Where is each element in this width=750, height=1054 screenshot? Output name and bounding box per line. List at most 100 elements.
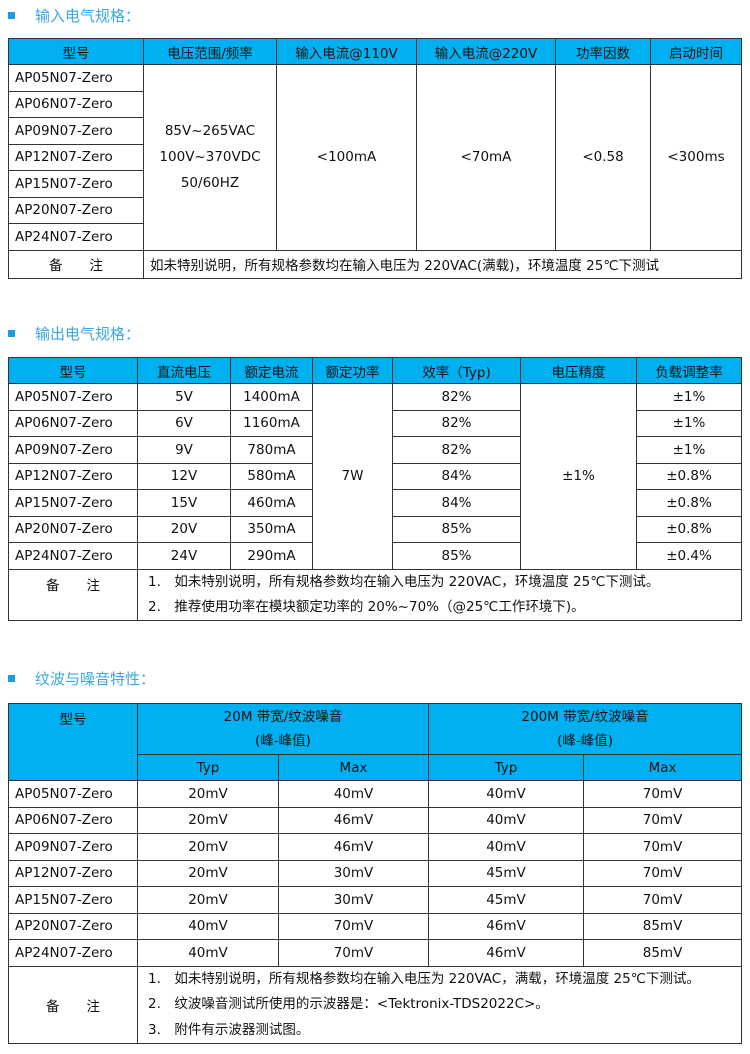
voltage-cell: 9V (137, 436, 231, 464)
table-row: AP24N07-Zero 40mV 70mV 46mV 85mV (8, 939, 743, 967)
efficiency-cell: 82% (392, 383, 521, 411)
voltage-cell: 12V (137, 462, 231, 490)
header-cell: 功率因数 (555, 38, 651, 65)
efficiency-cell: 82% (392, 436, 521, 464)
voltage-cell: 5V (137, 383, 231, 411)
table-row: AP05N07-Zero 20mV 40mV 40mV 70mV (8, 780, 743, 808)
voltage-line: 85V~265VAC (164, 123, 256, 140)
model-cell: AP15N07-Zero (8, 170, 144, 198)
header-row: 型号 电压范围/频率 输入电流@110V 输入电流@220V 功率因数 启动时间 (8, 38, 742, 65)
current110-cell: <100mA (276, 64, 417, 251)
value-cell: 46mV (277, 833, 430, 861)
value-cell: 45mV (428, 886, 585, 914)
current-cell: 460mA (230, 489, 313, 517)
value-cell: 40mV (428, 780, 585, 808)
voltage-cell: 15V (137, 489, 231, 517)
load-regulation-cell: ±1% (636, 409, 742, 437)
header-cell: 启动时间 (650, 38, 742, 65)
header-cell: 直流电压 (137, 357, 231, 384)
table-row: AP12N07-Zero 12V 580mA 84% ±0.8% (8, 462, 742, 490)
header-cell: 负载调整率 (636, 357, 742, 384)
model-cell: AP06N07-Zero (8, 409, 138, 437)
value-cell: 20mV (137, 859, 279, 887)
header-text: 200M 带宽/纹波噪音 (521, 709, 649, 725)
efficiency-cell: 82% (392, 409, 521, 437)
table-row: AP20N07-Zero 40mV 70mV 46mV 85mV (8, 912, 743, 940)
value-cell: 40mV (277, 780, 430, 808)
note-label: 备 注 (8, 568, 138, 621)
header-sub: (峰-峰值) (557, 733, 613, 749)
voltage-line: 100V~370VDC (159, 149, 261, 166)
current220-cell: <70mA (416, 64, 556, 251)
value-cell: 40mV (428, 806, 585, 834)
header-cell: 电压范围/频率 (143, 38, 277, 65)
value-cell: 20mV (137, 806, 279, 834)
model-cell: AP05N07-Zero (8, 64, 144, 92)
input-spec-table: 型号 电压范围/频率 输入电流@110V 输入电流@220V 功率因数 启动时间 AP05… (8, 38, 742, 279)
value-cell: 70mV (583, 859, 743, 887)
voltage-cell: 20V (137, 515, 231, 543)
header-cell: Max (277, 754, 430, 781)
header-row: 型号 直流电压 额定电流 额定功率 效率（Typ) 电压精度 负载调整率 (8, 357, 742, 384)
note-line: 2. 纹波噪音测试所使用的示波器是：<Tektronix-TDS2022C>。 (148, 996, 549, 1012)
table-row: AP15N07-Zero 20mV 30mV 45mV 70mV (8, 886, 743, 914)
value-cell: 30mV (277, 886, 430, 914)
bullet-square-icon (8, 330, 15, 337)
header-cell: 型号 (8, 38, 144, 65)
value-cell: 70mV (277, 939, 430, 967)
load-regulation-cell: ±1% (636, 436, 742, 464)
value-cell: 70mV (583, 833, 743, 861)
model-cell: AP12N07-Zero (8, 143, 144, 171)
voltage-cell: 24V (137, 542, 231, 570)
model-cell: AP12N07-Zero (8, 462, 138, 490)
table-row: AP05N07-Zero 5V 1400mA 7W 82% ±1% ±1% (8, 383, 742, 570)
model-cell: AP06N07-Zero (8, 806, 138, 834)
table-row: AP06N07-Zero (8, 90, 742, 118)
table-row: AP06N07-Zero 6V 1160mA 82% ±1% (8, 409, 742, 437)
header-cell: Max (583, 754, 743, 781)
value-cell: 20mV (137, 780, 279, 808)
current-cell: 1160mA (230, 409, 313, 437)
value-cell: 45mV (428, 859, 585, 887)
header-cell: 额定功率 (312, 357, 393, 384)
value-cell: 46mV (428, 912, 585, 940)
model-cell: AP12N07-Zero (8, 859, 138, 887)
table-row: AP15N07-Zero 15V 460mA 84% ±0.8% (8, 489, 742, 517)
model-cell: AP06N07-Zero (8, 90, 144, 118)
current-cell: 290mA (230, 542, 313, 570)
header-cell: 型号 (8, 703, 138, 781)
value-cell: 70mV (583, 780, 743, 808)
model-cell: AP20N07-Zero (8, 912, 138, 940)
header-cell: 效率（Typ) (392, 357, 521, 384)
model-cell: AP24N07-Zero (8, 542, 138, 570)
model-cell: AP05N07-Zero (8, 383, 138, 411)
model-cell: AP09N07-Zero (8, 833, 138, 861)
voltage-line: 50/60HZ (180, 175, 240, 192)
model-cell: AP05N07-Zero (8, 780, 138, 808)
load-regulation-cell: ±0.4% (636, 542, 742, 570)
value-cell: 20mV (137, 833, 279, 861)
value-cell: 85mV (583, 939, 743, 967)
value-cell: 70mV (277, 912, 430, 940)
table-row: AP20N07-Zero (8, 196, 742, 224)
table-row: AP12N07-Zero (8, 143, 742, 171)
accuracy-cell: ±1% (520, 383, 637, 570)
load-regulation-cell: ±1% (636, 383, 742, 411)
value-cell: 46mV (428, 939, 585, 967)
header-row: 型号 20M 带宽/纹波噪音 (峰-峰值) 200M 带宽/纹波噪音 (峰-峰值) (8, 703, 743, 781)
note-label: 备 注 (8, 965, 138, 1044)
model-cell: AP15N07-Zero (8, 886, 138, 914)
section-title-input: 输入电气规格： (8, 5, 140, 26)
header-cell: 输入电流@110V (276, 38, 417, 65)
title-text: 纹波与噪音特性： (35, 670, 156, 688)
load-regulation-cell: ±0.8% (636, 489, 742, 517)
table-row: AP24N07-Zero (8, 223, 742, 251)
title-text: 输出电气规格： (35, 325, 141, 343)
table-row: 备 注如未特别说明，所有规格参数均在输入电压为 220VAC(满载)，环境温度 … (8, 249, 742, 279)
power-cell: 7W (312, 383, 393, 570)
value-cell: 46mV (277, 806, 430, 834)
note-line: 1. 如未特别说明，所有规格参数均在输入电压为 220VAC，环境温度 25℃下… (148, 573, 660, 590)
voltage-cell: 6V (137, 409, 231, 437)
current-cell: 580mA (230, 462, 313, 490)
efficiency-cell: 85% (392, 515, 521, 543)
